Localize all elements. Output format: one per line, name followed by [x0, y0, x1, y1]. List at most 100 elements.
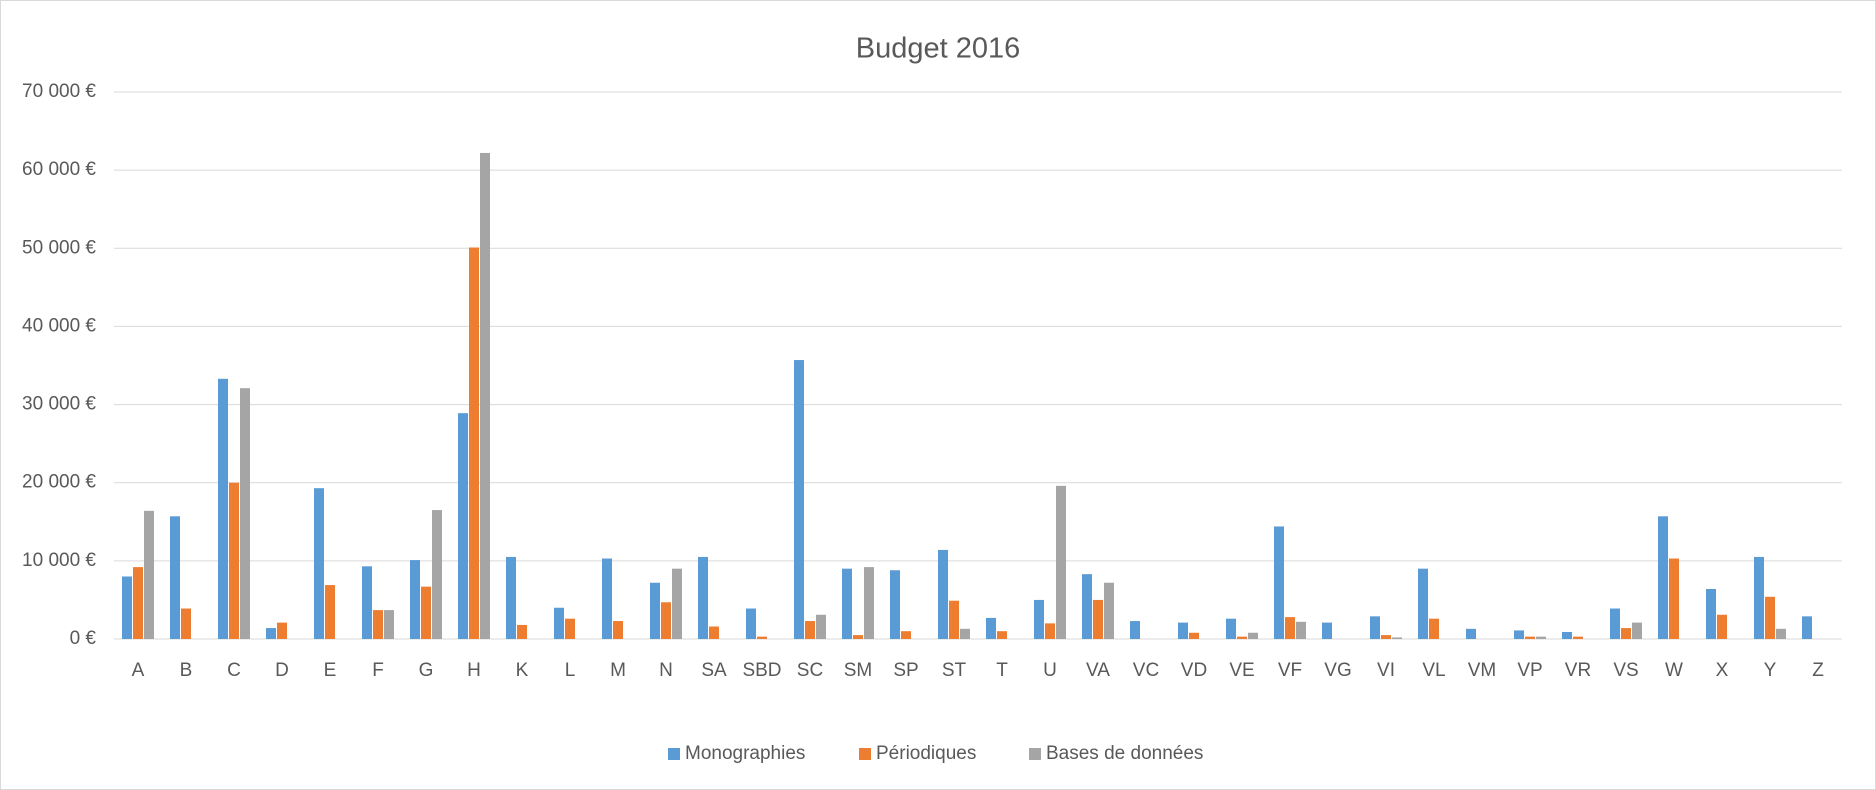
x-tick-label: VE	[1229, 660, 1254, 681]
x-tick-label: W	[1665, 660, 1683, 681]
bar	[554, 607, 564, 639]
bar	[1754, 556, 1764, 639]
x-tick-label: U	[1043, 660, 1057, 681]
x-tick-label: A	[132, 660, 145, 681]
bar	[421, 586, 431, 639]
x-tick-label: VD	[1181, 660, 1207, 681]
bar	[384, 610, 394, 639]
x-tick-label: VA	[1086, 660, 1110, 681]
y-tick-label: 50 000 €	[22, 237, 96, 258]
bar	[1237, 636, 1247, 639]
bar	[986, 617, 996, 639]
legend-label: Bases de données	[1046, 743, 1203, 764]
bar	[1717, 614, 1727, 639]
bar	[1274, 526, 1284, 639]
x-tick-label: VL	[1422, 660, 1445, 681]
bar	[181, 608, 191, 639]
x-tick-label: N	[659, 660, 673, 681]
bar	[229, 482, 239, 639]
bar	[1562, 631, 1572, 639]
bar	[1045, 623, 1055, 639]
bar	[853, 635, 863, 639]
bar	[816, 614, 826, 639]
bar	[864, 567, 874, 639]
legend-label: Monographies	[685, 743, 805, 764]
bar	[1104, 582, 1114, 639]
bar	[122, 576, 132, 639]
bar	[480, 152, 490, 640]
bar	[266, 628, 276, 639]
bar	[1765, 596, 1775, 639]
bar	[565, 618, 575, 639]
x-tick-label: C	[227, 660, 241, 681]
legend-swatch	[859, 748, 871, 760]
bar	[1514, 630, 1524, 639]
bar	[1669, 558, 1679, 639]
bar	[240, 388, 250, 639]
bar	[1802, 616, 1812, 639]
bar	[1466, 628, 1476, 639]
bar	[1573, 636, 1583, 639]
bar	[1381, 635, 1391, 639]
bar	[1621, 628, 1631, 639]
bar	[901, 631, 911, 639]
bar	[709, 626, 719, 639]
bar	[650, 582, 660, 639]
bar	[218, 378, 228, 639]
bar	[1226, 618, 1236, 639]
bar	[1429, 618, 1439, 639]
legend-label: Périodiques	[876, 743, 976, 764]
x-tick-label: Z	[1812, 660, 1824, 681]
y-tick-label: 10 000 €	[22, 550, 96, 571]
bar	[960, 628, 970, 639]
bar	[938, 549, 948, 639]
bar	[373, 610, 383, 639]
bar	[362, 566, 372, 639]
legend-swatch	[1029, 748, 1041, 760]
bar	[1093, 599, 1103, 639]
y-tick-label: 30 000 €	[22, 394, 96, 415]
x-tick-label: VM	[1468, 660, 1497, 681]
bar	[890, 570, 900, 639]
bar	[314, 488, 324, 639]
bar	[1658, 516, 1668, 639]
bar	[794, 360, 804, 639]
x-tick-label: VP	[1517, 660, 1542, 681]
bar	[517, 624, 527, 639]
x-tick-label: T	[996, 660, 1008, 681]
bar	[432, 510, 442, 639]
y-tick-label: 60 000 €	[22, 159, 96, 180]
x-tick-label: E	[324, 660, 337, 681]
bar	[277, 622, 287, 639]
x-tick-label: L	[565, 660, 576, 681]
bar	[1392, 637, 1402, 639]
chart-title: Budget 2016	[856, 33, 1020, 65]
bar	[757, 636, 767, 639]
bar	[133, 567, 143, 639]
bar	[1285, 617, 1295, 639]
x-tick-label: VS	[1613, 660, 1638, 681]
bar	[144, 510, 154, 639]
x-tick-label: VG	[1324, 660, 1351, 681]
x-tick-label: SP	[893, 660, 918, 681]
bar	[661, 602, 671, 639]
bar	[1418, 568, 1428, 639]
bar	[1776, 628, 1786, 639]
bar	[1706, 588, 1716, 639]
bar	[746, 608, 756, 639]
bar	[1056, 485, 1066, 639]
bar	[1322, 622, 1332, 639]
x-tick-label: SA	[701, 660, 727, 681]
x-tick-label: VR	[1565, 660, 1591, 681]
x-tick-label: SC	[797, 660, 823, 681]
bar	[410, 560, 420, 639]
bar	[805, 621, 815, 639]
y-tick-label: 20 000 €	[22, 472, 96, 493]
bar	[1248, 632, 1258, 639]
x-tick-label: M	[610, 660, 626, 681]
bar	[602, 558, 612, 639]
bar	[1296, 621, 1306, 639]
x-tick-label: SM	[844, 660, 873, 681]
x-tick-label: G	[419, 660, 434, 681]
bar	[1610, 608, 1620, 639]
